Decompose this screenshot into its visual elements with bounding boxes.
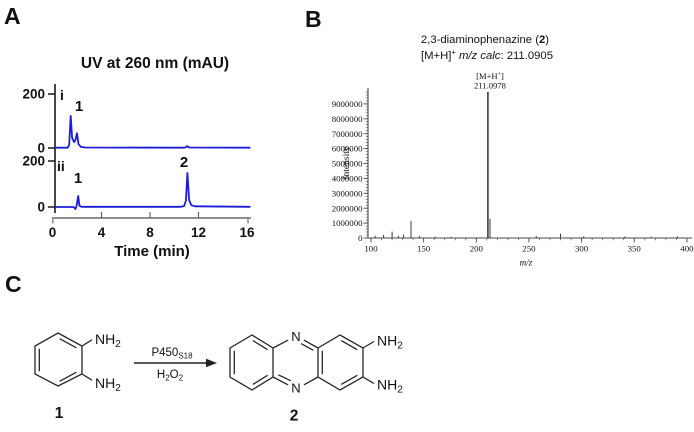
ms-subtitle-value: : 211.0905 bbox=[500, 50, 553, 62]
product-double-bonds bbox=[233, 340, 358, 385]
amine-sub: 2 bbox=[115, 339, 121, 350]
ms-title-suffix: ) bbox=[545, 34, 549, 46]
ms-xtick-150: 150 bbox=[417, 244, 431, 254]
ms-xtick-100: 100 bbox=[364, 244, 378, 254]
uv-trace-ii bbox=[55, 172, 251, 211]
amine-sub: 2 bbox=[115, 383, 121, 394]
amine-sub: 2 bbox=[397, 385, 403, 396]
reactant-number: 1 bbox=[55, 405, 64, 422]
chromatogram-x-label: Time (min) bbox=[114, 243, 190, 260]
panel-b-label: B bbox=[305, 6, 322, 32]
ms-ytick-1: 1000000 bbox=[332, 218, 363, 228]
ms-xtick-350: 350 bbox=[628, 244, 642, 254]
amine-sub: 2 bbox=[397, 341, 403, 352]
amine-nh: NH bbox=[377, 377, 397, 393]
enzyme-sub: S18 bbox=[178, 352, 193, 361]
ms-ytick-7: 7000000 bbox=[332, 129, 363, 139]
ms-ytick-2: 2000000 bbox=[332, 203, 363, 213]
panel-a-label: A bbox=[4, 3, 21, 29]
ms-subtitle-mz-calc: m/z calc bbox=[456, 50, 501, 62]
peak-label-1-top: 1 bbox=[75, 98, 83, 115]
reactant-substituent-bonds bbox=[81, 339, 93, 381]
xtick-0: 0 bbox=[49, 225, 57, 240]
ms-peaks bbox=[374, 92, 678, 238]
panel-b-mass-spectrum: B 2,3-diaminophenazine (2) [M+H]+ m/z ca… bbox=[305, 6, 694, 268]
panel-c-label: C bbox=[5, 271, 22, 297]
xtick-12: 12 bbox=[191, 225, 206, 240]
ms-x-axis-label: m/z bbox=[520, 258, 533, 268]
oxidant-o: O bbox=[170, 369, 179, 381]
xtick-16: 16 bbox=[239, 225, 255, 240]
ms-ytick-9: 9000000 bbox=[332, 99, 363, 109]
reactant-double-bonds bbox=[38, 338, 77, 382]
product-nitrogen-top: N bbox=[291, 329, 300, 344]
ms-peak-annotation-ion: [M+H+] bbox=[476, 71, 504, 81]
ms-ytick-8: 8000000 bbox=[332, 114, 363, 124]
ms-subtitle-sup: + bbox=[451, 48, 456, 57]
ms-title-prefix: 2,3-diaminophenazine ( bbox=[421, 34, 539, 46]
trace-i-label: i bbox=[60, 87, 64, 103]
ms-subtitle-bracket: [M+H] bbox=[421, 50, 451, 62]
amine-nh: NH bbox=[377, 333, 397, 349]
ms-axis-ticks bbox=[363, 91, 688, 243]
chromatogram-y-ticks bbox=[48, 93, 55, 208]
annot-open: [M+H bbox=[476, 71, 498, 81]
uv-trace-i bbox=[55, 115, 251, 149]
product-amine-top: NH2 bbox=[377, 333, 403, 352]
ms-title-compound-number: 2 bbox=[539, 34, 545, 46]
oxidant-sub: 2 bbox=[179, 374, 184, 383]
ms-ytick-4: 4000000 bbox=[332, 174, 363, 184]
panel-c-reaction-scheme: C NH2 NH2 1 P450S18 H2O2 N N NH2 NH2 2 bbox=[5, 271, 403, 425]
ms-xtick-300: 300 bbox=[575, 244, 589, 254]
annot-close: ] bbox=[501, 71, 504, 81]
ms-title: 2,3-diaminophenazine (2) bbox=[421, 34, 549, 46]
xtick-8: 8 bbox=[146, 225, 154, 240]
ytick-ii-0: 0 bbox=[37, 200, 45, 215]
ms-y-axis-label: Intensity bbox=[342, 146, 352, 179]
ms-ytick-5: 5000000 bbox=[332, 159, 363, 169]
product-structure bbox=[229, 334, 375, 391]
product-amine-bottom: NH2 bbox=[377, 377, 403, 396]
reactant-amine-top: NH2 bbox=[95, 331, 121, 350]
ms-ytick-0: 0 bbox=[358, 233, 363, 243]
product-number: 2 bbox=[290, 408, 299, 425]
enzyme-name: P450 bbox=[151, 347, 178, 359]
ms-xtick-250: 250 bbox=[522, 244, 536, 254]
ms-subtitle: [M+H]+ m/z calc: 211.0905 bbox=[421, 48, 553, 63]
oxidant-h: H bbox=[157, 369, 165, 381]
ytick-i-0: 0 bbox=[37, 141, 45, 156]
reactant-ring-bonds bbox=[34, 332, 83, 387]
reactant-amine-bottom: NH2 bbox=[95, 375, 121, 394]
enzyme-label: P450S18 bbox=[151, 347, 193, 361]
ms-peak-annotation-mz: 211.0978 bbox=[474, 81, 506, 91]
oxidant-sub: 2 bbox=[165, 374, 170, 383]
ytick-ii-200: 200 bbox=[22, 154, 45, 169]
oxidant-label: H2O2 bbox=[157, 369, 184, 383]
peak-label-2: 2 bbox=[180, 154, 188, 171]
amine-nh: NH bbox=[95, 331, 115, 347]
ms-xtick-400: 400 bbox=[680, 244, 694, 254]
ms-ytick-6: 6000000 bbox=[332, 144, 363, 154]
amine-nh: NH bbox=[95, 375, 115, 391]
panel-a-chromatogram: A UV at 260 nm (mAU) 200 0 200 0 i ii 1 … bbox=[4, 3, 255, 260]
annot-sup: + bbox=[498, 72, 502, 78]
reactant-structure bbox=[34, 332, 93, 387]
peak-label-1-bottom: 1 bbox=[74, 170, 82, 187]
ytick-i-200: 200 bbox=[22, 87, 45, 102]
reaction-arrow-head bbox=[206, 358, 217, 368]
product-nitrogen-bottom: N bbox=[291, 381, 300, 396]
product-substituent-bonds bbox=[362, 340, 375, 385]
chromatogram-x-ticks bbox=[100, 212, 200, 218]
chromatogram-traces bbox=[55, 115, 251, 211]
trace-ii-label: ii bbox=[57, 158, 65, 174]
ms-xtick-200: 200 bbox=[470, 244, 484, 254]
chromatogram-title: UV at 260 nm (mAU) bbox=[81, 55, 229, 72]
xtick-4: 4 bbox=[98, 225, 106, 240]
ms-ytick-3: 3000000 bbox=[332, 188, 363, 198]
chromatogram-x-end-ticks bbox=[52, 218, 249, 224]
